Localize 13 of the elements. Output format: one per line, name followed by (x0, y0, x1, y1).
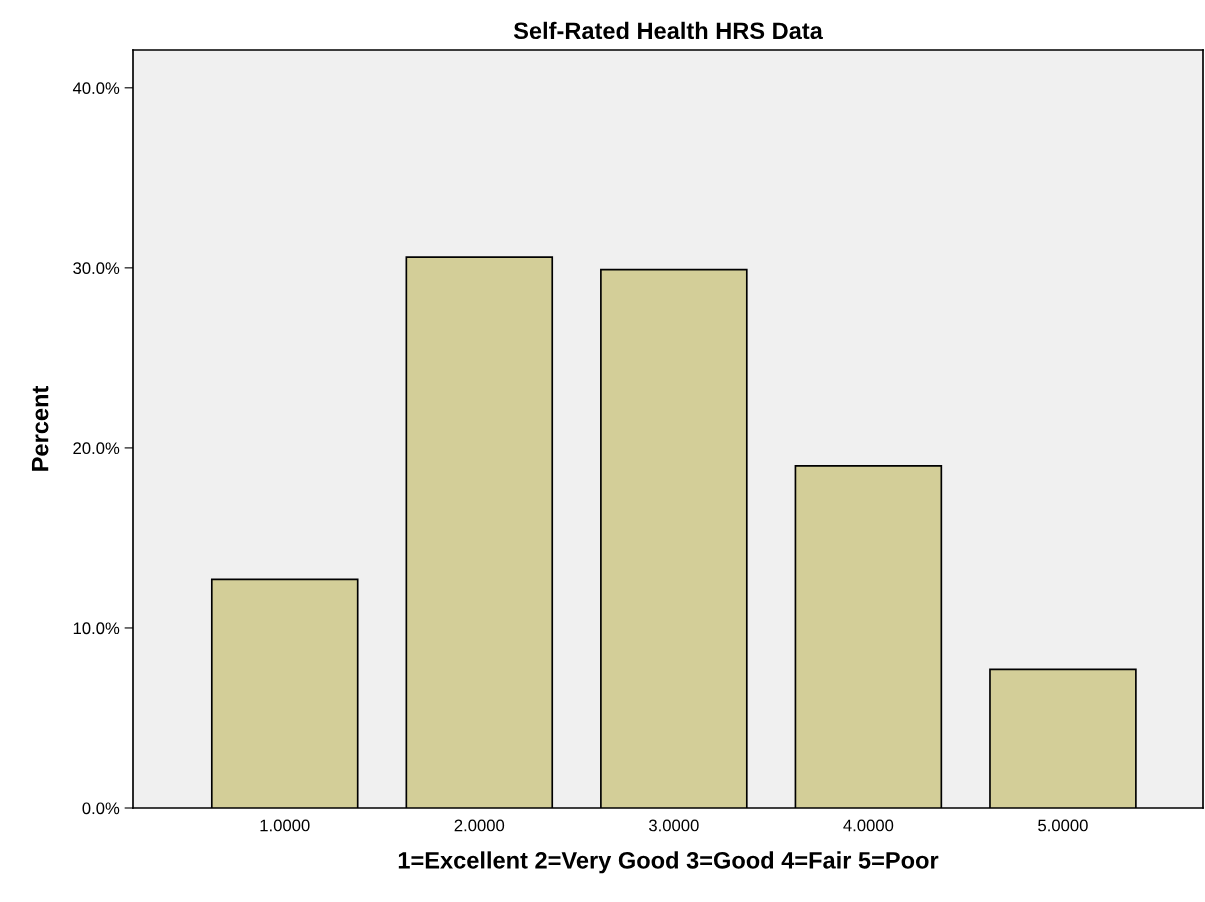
y-tick-label: 0.0% (82, 802, 120, 815)
chart-title: Self-Rated Health HRS Data (513, 21, 823, 40)
x-tick-label: 5.0000 (1038, 819, 1088, 832)
y-tick-label: 20.0% (73, 442, 120, 455)
y-axis-title: Percent (31, 385, 49, 471)
x-tick-label: 3.0000 (648, 819, 699, 832)
y-tick-label: 30.0% (73, 262, 120, 275)
x-tick-label: 2.0000 (454, 819, 505, 832)
x-axis-title: 1=Excellent 2=Very Good 3=Good 4=Fair 5=Poor (398, 851, 939, 874)
x-tick-label: 1.0000 (260, 819, 310, 832)
y-tick-label: 10.0% (73, 622, 120, 635)
y-tick-label: 40.0% (72, 82, 120, 95)
x-tick-label: 4.0000 (843, 819, 894, 832)
